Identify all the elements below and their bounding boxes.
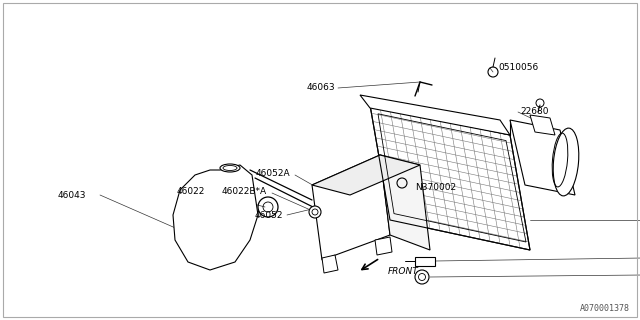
Text: 46043: 46043 (58, 190, 86, 199)
Text: 46022B*A: 46022B*A (222, 188, 267, 196)
Bar (415, 257, 435, 266)
Text: 46022: 46022 (177, 188, 205, 196)
Polygon shape (322, 255, 338, 273)
Ellipse shape (220, 164, 240, 172)
Polygon shape (173, 165, 258, 270)
Text: N370002: N370002 (415, 183, 456, 193)
Text: 22680: 22680 (520, 108, 548, 116)
Polygon shape (530, 115, 555, 135)
Text: 46063: 46063 (307, 84, 335, 92)
Ellipse shape (553, 128, 579, 196)
Text: 46052A: 46052A (255, 169, 290, 178)
Circle shape (309, 206, 321, 218)
Polygon shape (312, 155, 390, 260)
Polygon shape (375, 237, 392, 255)
Text: 46052: 46052 (255, 211, 283, 220)
Circle shape (415, 270, 429, 284)
Text: A070001378: A070001378 (580, 304, 630, 313)
Polygon shape (380, 155, 430, 250)
Polygon shape (370, 105, 530, 250)
Polygon shape (510, 120, 575, 195)
Text: FRONT: FRONT (388, 268, 419, 276)
Text: 0510056: 0510056 (498, 63, 538, 73)
Polygon shape (360, 95, 510, 135)
Polygon shape (312, 155, 420, 195)
